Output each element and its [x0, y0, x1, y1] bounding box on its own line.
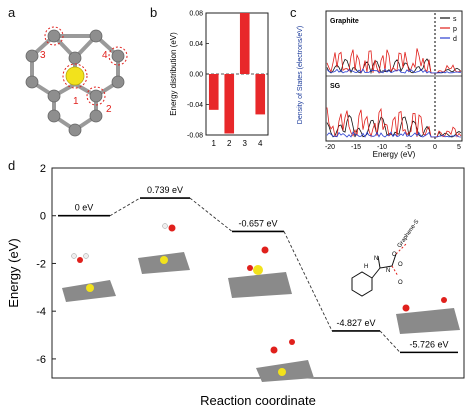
dos-xtick: -15 [351, 144, 361, 151]
y-tick-label: -0.08 [187, 133, 203, 140]
structure-snapshot-1 [62, 253, 116, 302]
dos-xticks: -20 -15 -10 -5 0 5 [325, 144, 461, 151]
dos-curves [326, 48, 462, 138]
inset-atom-o3: O [398, 280, 403, 286]
sulfur-atom [65, 66, 85, 86]
y-tick-label: -4 [36, 306, 46, 318]
dos-chart: Graphite SG s p d Density of States (ele… [297, 10, 463, 159]
dos-curve [326, 48, 462, 75]
dos-curve [326, 68, 461, 74]
y-tick-label: -2 [36, 258, 46, 270]
y-tick-label: -6 [36, 354, 46, 366]
site-label-4: 4 [102, 50, 108, 61]
bar [224, 74, 235, 134]
connector [189, 197, 233, 232]
x-tick-label: 2 [227, 139, 232, 148]
site-label-3: 3 [40, 50, 46, 61]
y-tick-label: -0.04 [187, 102, 203, 109]
bar [239, 13, 250, 74]
connector [283, 231, 333, 332]
y-tick-label: 0.00 [189, 72, 203, 79]
dos-xtick: 0 [433, 144, 437, 151]
energy-label: 0 eV [75, 203, 94, 213]
dos-xlabel: Energy (eV) [373, 150, 416, 159]
energy-label: 0.739 eV [147, 185, 183, 195]
panel-d-letter: d [8, 158, 16, 173]
inset-atom-n1: N [374, 256, 378, 262]
legend-d: d [453, 36, 457, 43]
reaction-energy-profile: Energy (eV) Reaction coordinate 2 0 -2 -4 -6… [6, 163, 465, 408]
profile-xlabel: Reaction coordinate [200, 393, 316, 408]
graphite-label: Graphite [330, 18, 359, 25]
energy-distribution-chart: 0.08 0.04 0.00 -0.04 -0.08 1 2 3 4 Energy distrib… [169, 11, 269, 148]
energy-label: -0.657 eV [238, 218, 277, 228]
site-label-1: 1 [73, 96, 79, 107]
structure-snapshot-4 [256, 339, 314, 382]
dos-xtick: -5 [405, 144, 411, 151]
inset-schematic: N H O N O O Graphene-S [351, 219, 421, 297]
dos-xtick: 5 [457, 144, 461, 151]
dos-curve [326, 107, 462, 138]
panel-a-structure: 1 2 3 4 [25, 26, 128, 137]
connector [379, 330, 401, 353]
x-tick-label: 3 [243, 139, 248, 148]
inset-atom-n2: N [386, 268, 390, 274]
energy-label: -4.827 eV [336, 318, 375, 328]
dos-xtick: -20 [325, 144, 335, 151]
dos-curve [326, 131, 462, 138]
dos-xtick: -10 [377, 144, 387, 151]
structure-snapshot-2 [138, 223, 190, 274]
panel-b-letter: b [150, 5, 158, 20]
inset-atom-o1: O [392, 252, 397, 258]
y-tick-label: 2 [40, 163, 46, 175]
y-tick-label: 0.08 [189, 11, 203, 18]
bar [208, 74, 219, 110]
dos-legend: s p d [440, 16, 457, 43]
inset-atom-o2: O [398, 262, 403, 268]
sg-label: SG [330, 83, 341, 90]
energy-label: -5.726 eV [409, 339, 448, 349]
bar-chart-ylabel: Energy distribution (eV) [169, 32, 178, 116]
structure-snapshot-5 [396, 297, 460, 334]
connector [109, 197, 141, 217]
structure-snapshot-3 [228, 246, 292, 298]
x-tick-label: 4 [258, 139, 263, 148]
bar [255, 74, 266, 115]
legend-p: p [453, 26, 457, 33]
inset-atom-h: H [364, 264, 368, 270]
site-label-2: 2 [106, 104, 112, 115]
y-tick-label: 0.04 [189, 41, 203, 48]
inset-graphene-label: Graphene-S [397, 219, 421, 249]
y-tick-label: 0 [40, 211, 46, 223]
legend-s: s [453, 16, 457, 23]
x-tick-label: 1 [212, 139, 217, 148]
panel-c-letter: c [290, 5, 297, 20]
profile-frame [51, 167, 465, 379]
profile-ylabel: Energy (eV) [6, 238, 21, 307]
dos-ylabel: Density of States (electrons/eV) [297, 26, 304, 124]
panel-a-letter: a [8, 5, 16, 20]
